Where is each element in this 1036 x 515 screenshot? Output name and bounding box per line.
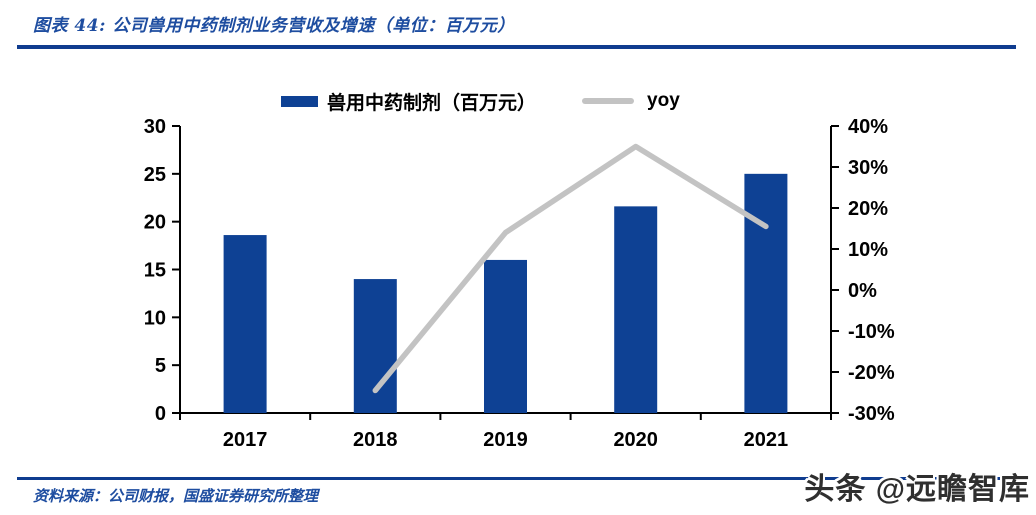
source-note: 资料来源：公司财报，国盛证券研究所整理 bbox=[33, 487, 319, 505]
right-axis-tick-label: 40% bbox=[848, 116, 888, 138]
legend-line-label: yoy bbox=[647, 90, 680, 111]
chart-legend: 兽用中药制剂（百万元） yoy bbox=[281, 88, 680, 114]
left-axis-tick-label: 25 bbox=[144, 164, 166, 186]
header-rule bbox=[17, 45, 1016, 49]
x-axis-category-label: 2019 bbox=[483, 429, 528, 451]
right-axis-tick-label: -30% bbox=[848, 403, 895, 425]
right-axis-tick-label: 30% bbox=[848, 157, 888, 179]
figure-title: 图表 44: 公司兽用中药制剂业务营收及增速（单位：百万元） bbox=[33, 16, 515, 36]
watermark-text: 头条 @远瞻智库 bbox=[804, 473, 1030, 506]
left-axis-tick-label: 0 bbox=[155, 403, 166, 425]
x-axis-category-label: 2021 bbox=[744, 429, 789, 451]
bar-2019 bbox=[484, 259, 527, 413]
right-axis-tick-label: -20% bbox=[848, 362, 895, 384]
left-axis-tick-label: 20 bbox=[144, 212, 166, 234]
bar-2017 bbox=[223, 235, 267, 413]
left-axis-tick-label: 5 bbox=[155, 355, 166, 377]
legend-bar-swatch bbox=[281, 95, 318, 107]
left-axis-tick-label: 15 bbox=[144, 260, 166, 282]
legend-line-swatch bbox=[582, 98, 635, 104]
footer-rule bbox=[17, 477, 1016, 480]
right-axis-tick-label: -10% bbox=[848, 321, 895, 343]
bar-2020 bbox=[614, 206, 658, 413]
legend-bar-label: 兽用中药制剂（百万元） bbox=[327, 92, 537, 114]
right-axis-tick-label: 10% bbox=[848, 239, 888, 261]
x-axis-category-label: 2017 bbox=[223, 429, 268, 451]
yoy-line bbox=[372, 143, 769, 394]
x-axis-category-label: 2020 bbox=[613, 429, 658, 451]
left-axis-tick-label: 30 bbox=[144, 116, 166, 138]
left-axis-tick-label: 10 bbox=[144, 307, 166, 329]
right-axis-tick-label: 20% bbox=[848, 198, 888, 220]
x-axis-category-label: 2018 bbox=[353, 429, 398, 451]
bar-2021 bbox=[744, 173, 788, 413]
right-axis-tick-label: 0% bbox=[848, 280, 877, 302]
